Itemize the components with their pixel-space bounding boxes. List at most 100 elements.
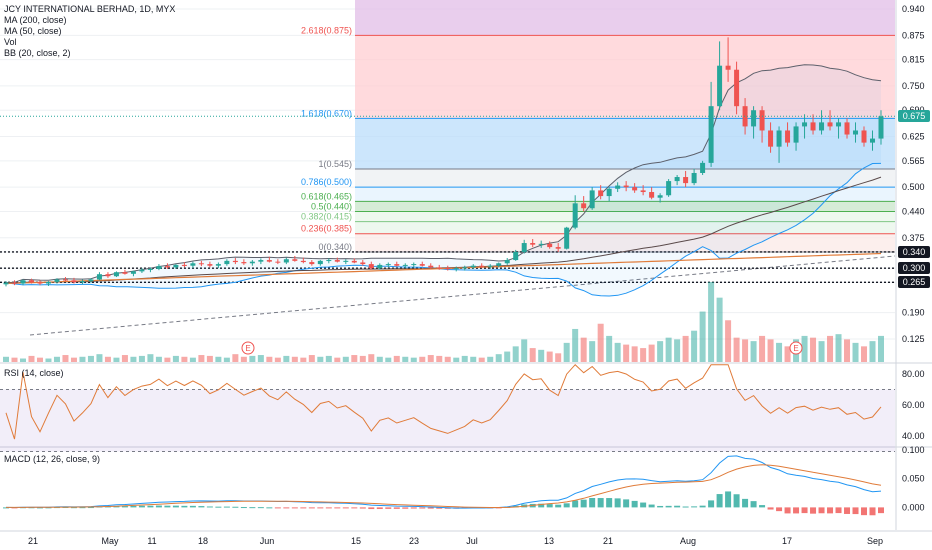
price-axis-label: 0.440 (902, 206, 925, 216)
macd-histogram-bar (776, 507, 783, 512)
earnings-marker-label: E (793, 344, 798, 353)
ma50-line (5, 176, 882, 284)
candle-body (827, 122, 833, 127)
volume-bar (810, 337, 817, 362)
candle-body (589, 190, 595, 209)
macd-histogram-bar (240, 507, 247, 509)
trend-line (29, 255, 896, 336)
fib-zone (355, 35, 895, 119)
macd-histogram-bar (283, 507, 290, 509)
volume-bar (308, 355, 315, 362)
time-axis-label: 21 (28, 536, 38, 546)
candle-body (691, 172, 697, 184)
candle-body (861, 130, 867, 143)
volume-bar (623, 344, 630, 362)
candle-body (3, 282, 9, 285)
macd-histogram-bar (878, 507, 884, 514)
volume-bar (674, 339, 681, 362)
volume-bar (725, 320, 732, 362)
volume-bar (470, 356, 477, 362)
volume-bar (597, 323, 604, 362)
rsi-axis-label: 80.00 (902, 369, 925, 379)
candle-body (79, 281, 85, 283)
volume-bar (716, 297, 723, 362)
macd-histogram-bar (419, 507, 426, 509)
macd-histogram-bar (682, 506, 689, 508)
macd-histogram-bar (223, 506, 230, 508)
fib-zone (355, 221, 895, 234)
volume-bar (869, 341, 876, 362)
macd-histogram-bar (606, 498, 613, 508)
candle-body (487, 265, 493, 267)
candle-body (266, 260, 272, 262)
rsi-line (5, 363, 882, 440)
volume-bar (461, 355, 468, 362)
candle-body (657, 195, 663, 198)
macd-histogram-bar (45, 507, 52, 509)
price-axis-label: 0.875 (902, 30, 925, 40)
time-axis-label: 21 (603, 536, 613, 546)
macd-histogram-bar (623, 499, 630, 508)
volume-bar (283, 355, 290, 362)
fib-level-label: 1.618(0.670) (301, 108, 352, 118)
candle-body (759, 110, 765, 131)
volume-bar (572, 328, 579, 362)
time-axis-label: 11 (147, 536, 156, 546)
fib-level-label: 1(0.545) (318, 159, 352, 169)
volume-bar (300, 357, 307, 362)
macd-histogram-bar (317, 507, 324, 509)
volume-bar (325, 355, 332, 362)
line-price-tag-0340: 0.340 (898, 245, 930, 258)
volume-bar (563, 342, 570, 362)
macd-histogram-bar (70, 507, 77, 509)
macd-histogram-bar (546, 504, 553, 508)
macd-axis-label: 0.050 (902, 474, 925, 484)
price-axis-label: 0.565 (902, 156, 925, 166)
macd-histogram-bar (844, 507, 851, 514)
macd-histogram-bar (130, 505, 137, 508)
macd-line (5, 455, 882, 509)
macd-histogram-bar (359, 507, 366, 509)
macd-histogram-bar (257, 507, 264, 509)
macd-histogram-bar (274, 507, 281, 509)
volume-bar (393, 355, 400, 362)
candle-body (521, 243, 527, 252)
volume-bar (138, 355, 145, 362)
volume-bar (70, 357, 77, 362)
candle-body (45, 281, 51, 284)
macd-histogram-bar (810, 507, 817, 514)
macd-histogram-bar (113, 506, 120, 508)
candle-body (462, 267, 468, 269)
rsi-band (0, 389, 895, 452)
fib-level-label: 0.786(0.500) (301, 177, 352, 187)
volume-bar (376, 356, 383, 362)
volume-bar (36, 357, 43, 362)
fib-zone (355, 168, 895, 188)
legend-title: JCY INTERNATIONAL BERHAD, 1D, MYX (4, 4, 176, 14)
rsi-legend: RSI (14, close) (4, 368, 64, 378)
candle-body (224, 260, 230, 265)
price-axis-label: 0.190 (902, 308, 925, 318)
volume-bar (257, 355, 264, 362)
volume-bar (861, 346, 868, 362)
candle-body (54, 279, 60, 282)
macd-histogram-bar (121, 506, 128, 508)
candle-body (147, 268, 153, 270)
macd-legend: MACD (12, 26, close, 9) (4, 454, 101, 464)
time-axis-label: 23 (409, 536, 419, 546)
candle-body (309, 262, 315, 265)
volume-bar (342, 356, 349, 362)
candle-body (776, 130, 782, 147)
candle-body (207, 264, 213, 266)
macd-histogram-bar (291, 507, 298, 509)
volume-bar (317, 356, 324, 362)
line-price-tag-0265: 0.265 (898, 276, 930, 289)
macd-histogram-bar (215, 506, 222, 508)
macd-histogram-bar (172, 505, 179, 508)
macd-histogram-bar (342, 507, 349, 509)
volume-bar (606, 335, 613, 362)
volume-bar (62, 355, 69, 362)
candle-body (649, 192, 655, 198)
rsi-axis-label: 40.00 (902, 431, 925, 441)
